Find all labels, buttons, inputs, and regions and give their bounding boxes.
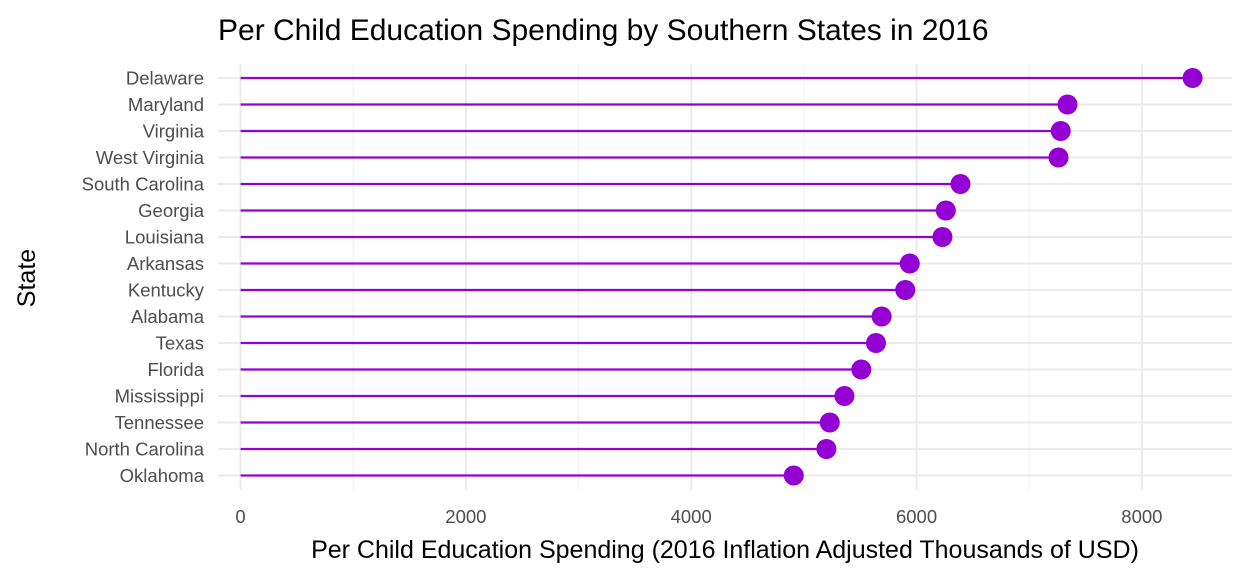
y-tick-label: South Carolina — [82, 174, 205, 195]
lollipop-point — [895, 280, 916, 300]
y-axis-tick-labels: Delaware Maryland Virginia West Virginia Sou… — [82, 68, 205, 487]
lollipop-point — [871, 306, 892, 327]
lollipop-point — [1048, 147, 1069, 168]
lollipop-point — [819, 412, 840, 433]
stem-layer — [240, 76, 1193, 477]
chart-title: Per Child Education Spending by Southern… — [218, 14, 989, 47]
y-tick-label: Florida — [147, 359, 204, 380]
y-tick-label: Maryland — [128, 94, 204, 115]
y-tick-label: Arkansas — [127, 253, 204, 274]
x-axis-tick-labels: 0 2000 4000 6000 8000 — [235, 506, 1162, 527]
y-tick-label: Louisiana — [125, 227, 205, 248]
y-tick-label: Virginia — [143, 121, 205, 142]
lollipop-point — [834, 386, 855, 406]
lollipop-point — [1182, 68, 1203, 88]
lollipop-point — [935, 200, 956, 221]
x-tick-label: 4000 — [671, 506, 712, 527]
lollipop-point — [1050, 121, 1071, 141]
y-tick-label: Texas — [156, 333, 204, 354]
y-tick-label: West Virginia — [96, 147, 205, 168]
lollipop-point — [865, 333, 886, 353]
y-tick-label: Oklahoma — [120, 465, 205, 486]
x-tick-label: 6000 — [896, 506, 937, 527]
y-tick-label: Alabama — [131, 306, 205, 327]
x-tick-label: 2000 — [445, 506, 486, 527]
point-layer — [783, 68, 1203, 486]
x-tick-label: 8000 — [1121, 506, 1162, 527]
lollipop-point — [816, 439, 837, 459]
lollipop-point — [950, 174, 971, 194]
lollipop-point — [783, 465, 804, 486]
lollipop-point — [851, 359, 872, 380]
y-tick-label: North Carolina — [85, 439, 205, 460]
lollipop-point — [899, 253, 920, 274]
y-tick-label: Mississippi — [115, 386, 204, 407]
x-tick-label: 0 — [235, 506, 245, 527]
lollipop-point — [1057, 94, 1078, 115]
grid-layer — [218, 64, 1232, 490]
y-tick-label: Georgia — [138, 200, 205, 221]
y-tick-label: Kentucky — [128, 280, 205, 301]
lollipop-point — [932, 227, 953, 247]
y-axis-title: State — [13, 249, 41, 307]
x-axis-title: Per Child Education Spending (2016 Infla… — [311, 536, 1139, 564]
y-tick-label: Tennessee — [115, 412, 204, 433]
y-tick-label: Delaware — [126, 68, 204, 89]
